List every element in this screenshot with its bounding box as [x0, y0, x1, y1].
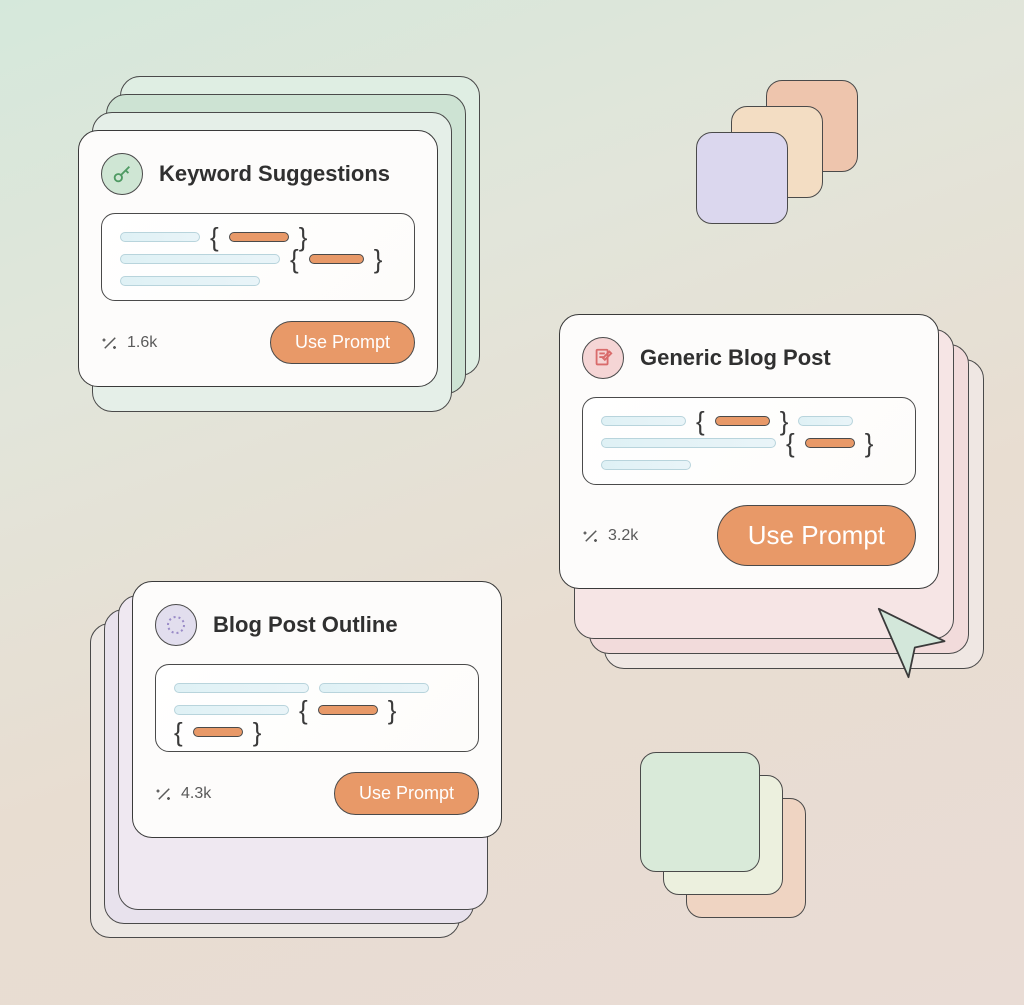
wand-icon	[155, 785, 173, 803]
usage-count: 1.6k	[101, 334, 157, 352]
use-prompt-button[interactable]: Use Prompt	[270, 321, 415, 364]
cursor-icon	[868, 598, 958, 688]
circle-dots-icon	[155, 604, 197, 646]
prompt-card-outline[interactable]: Blog Post Outline {} {} 4.3k Use Prompt	[132, 581, 502, 838]
prompt-preview: {} {}	[582, 397, 916, 485]
prompt-card-blogpost[interactable]: Generic Blog Post {} {} 3.2k Use Prompt	[559, 314, 939, 589]
key-icon	[101, 153, 143, 195]
document-edit-icon	[582, 337, 624, 379]
decorative-squares	[640, 752, 840, 952]
wand-icon	[101, 334, 119, 352]
card-title: Generic Blog Post	[640, 345, 831, 371]
prompt-preview: {} {}	[101, 213, 415, 301]
use-prompt-button[interactable]: Use Prompt	[717, 505, 916, 566]
wand-icon	[582, 527, 600, 545]
prompt-card-keyword[interactable]: Keyword Suggestions {} {} 1.6k Use Promp…	[78, 130, 438, 387]
usage-count: 3.2k	[582, 527, 638, 545]
card-title: Keyword Suggestions	[159, 161, 390, 187]
usage-count: 4.3k	[155, 785, 211, 803]
use-prompt-button[interactable]: Use Prompt	[334, 772, 479, 815]
card-title: Blog Post Outline	[213, 612, 398, 638]
prompt-preview: {} {}	[155, 664, 479, 752]
decorative-squares	[696, 80, 866, 250]
